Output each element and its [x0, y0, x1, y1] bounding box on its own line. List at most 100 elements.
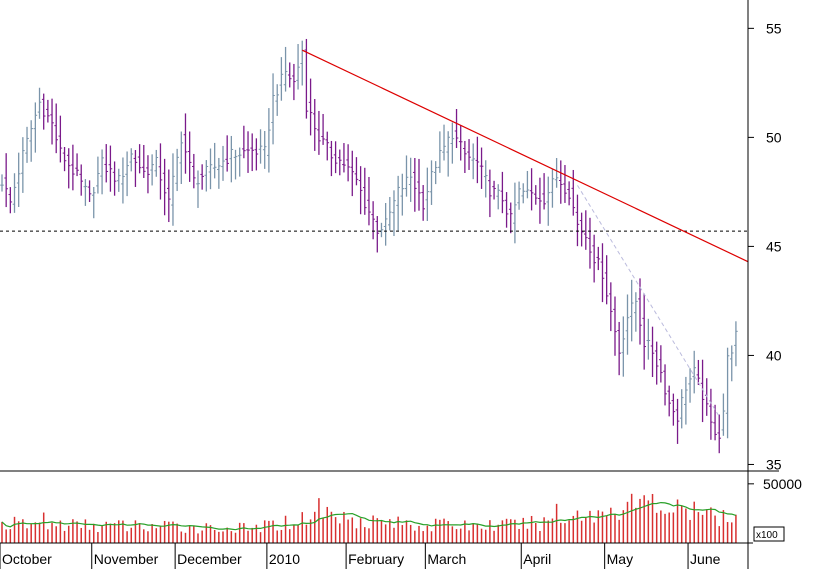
price-bar [663, 364, 667, 406]
price-bar [617, 321, 621, 376]
price-bar [442, 124, 446, 161]
price-bar [217, 157, 221, 189]
price-bar [258, 129, 263, 164]
price-bar [116, 168, 121, 192]
price-bar [167, 169, 171, 223]
price-bar [721, 393, 726, 436]
price-bar [417, 158, 421, 211]
price-bar [66, 148, 71, 189]
month-label: November [94, 551, 159, 567]
month-label: March [427, 551, 466, 567]
price-tick-label: 35 [766, 456, 782, 472]
price-bar [383, 202, 388, 246]
price-bar [129, 148, 134, 172]
price-bar [317, 110, 321, 155]
month-label: 2010 [269, 551, 300, 567]
price-tick-label: 40 [766, 347, 782, 363]
price-bar [287, 62, 292, 88]
price-bar [125, 151, 129, 197]
price-bar [525, 170, 530, 199]
price-bar [121, 157, 125, 204]
price-bar [108, 145, 113, 192]
price-bar [8, 187, 13, 214]
price-bar [112, 161, 117, 196]
price-bar [692, 350, 697, 394]
price-bar [21, 137, 25, 193]
price-bar [16, 152, 21, 207]
price-bar [346, 144, 350, 182]
price-bar [546, 176, 551, 226]
price-bar [179, 131, 184, 184]
secondary-trend-line [577, 185, 720, 417]
price-bar [558, 160, 563, 204]
price-bar [679, 389, 684, 429]
price-bar [229, 135, 234, 183]
price-bar [513, 182, 517, 244]
price-bar [471, 143, 476, 180]
price-bar [504, 192, 509, 228]
price-bar [634, 292, 638, 332]
price-bar [571, 169, 576, 216]
price-bar [563, 165, 567, 203]
price-bar [567, 181, 571, 206]
price-bar [659, 345, 663, 383]
price-bar [609, 282, 613, 332]
price-bar [12, 173, 17, 213]
price-bar [50, 98, 54, 145]
price-bar [212, 142, 217, 179]
price-bar [204, 160, 209, 192]
price-bar [87, 180, 92, 202]
price-bar [342, 143, 346, 173]
price-bar [154, 149, 159, 177]
price-bar [196, 170, 200, 208]
price-bar [454, 108, 459, 149]
price-bar [684, 376, 688, 425]
price-bar [54, 103, 59, 154]
price-bar [688, 368, 692, 403]
price-bar [350, 150, 355, 197]
price-bar [100, 149, 104, 195]
price-tick-label: 50 [766, 129, 782, 145]
price-bar [388, 196, 392, 231]
price-bar [596, 246, 601, 271]
price-bar [242, 125, 246, 159]
price-bar [433, 161, 438, 185]
price-bar [329, 140, 334, 177]
price-bar [33, 102, 38, 153]
price-bar [379, 222, 384, 238]
price-bar [175, 148, 179, 192]
price-bar [475, 136, 480, 184]
price-bar [37, 87, 42, 119]
price-bar [650, 326, 655, 378]
price-bar [133, 150, 138, 187]
price-bar [671, 393, 676, 426]
price-bar [554, 158, 559, 188]
price-bar [463, 140, 467, 174]
price-bar [237, 147, 242, 177]
price-bar [538, 177, 542, 224]
price-bar [171, 153, 175, 226]
price-bar [246, 131, 250, 173]
price-bar [312, 99, 317, 151]
price-bar [367, 176, 371, 226]
price-bar [729, 345, 734, 382]
price-bar [325, 131, 330, 161]
price-bar [233, 149, 238, 180]
price-bar [588, 217, 592, 269]
price-bar [446, 131, 450, 177]
price-bar [279, 57, 284, 101]
price-bar [75, 153, 79, 177]
price-bar [358, 166, 363, 215]
resistance-trend-line [301, 49, 749, 263]
price-bar [621, 316, 626, 377]
price-bar [675, 398, 680, 444]
price-bar [354, 157, 359, 186]
price-bar [667, 385, 671, 417]
price-bar [533, 185, 538, 205]
price-bar [425, 167, 430, 222]
price-bar [458, 125, 463, 161]
price-bar [642, 293, 646, 370]
price-bar [79, 164, 84, 196]
month-label: December [177, 551, 242, 567]
price-bar [421, 185, 425, 221]
